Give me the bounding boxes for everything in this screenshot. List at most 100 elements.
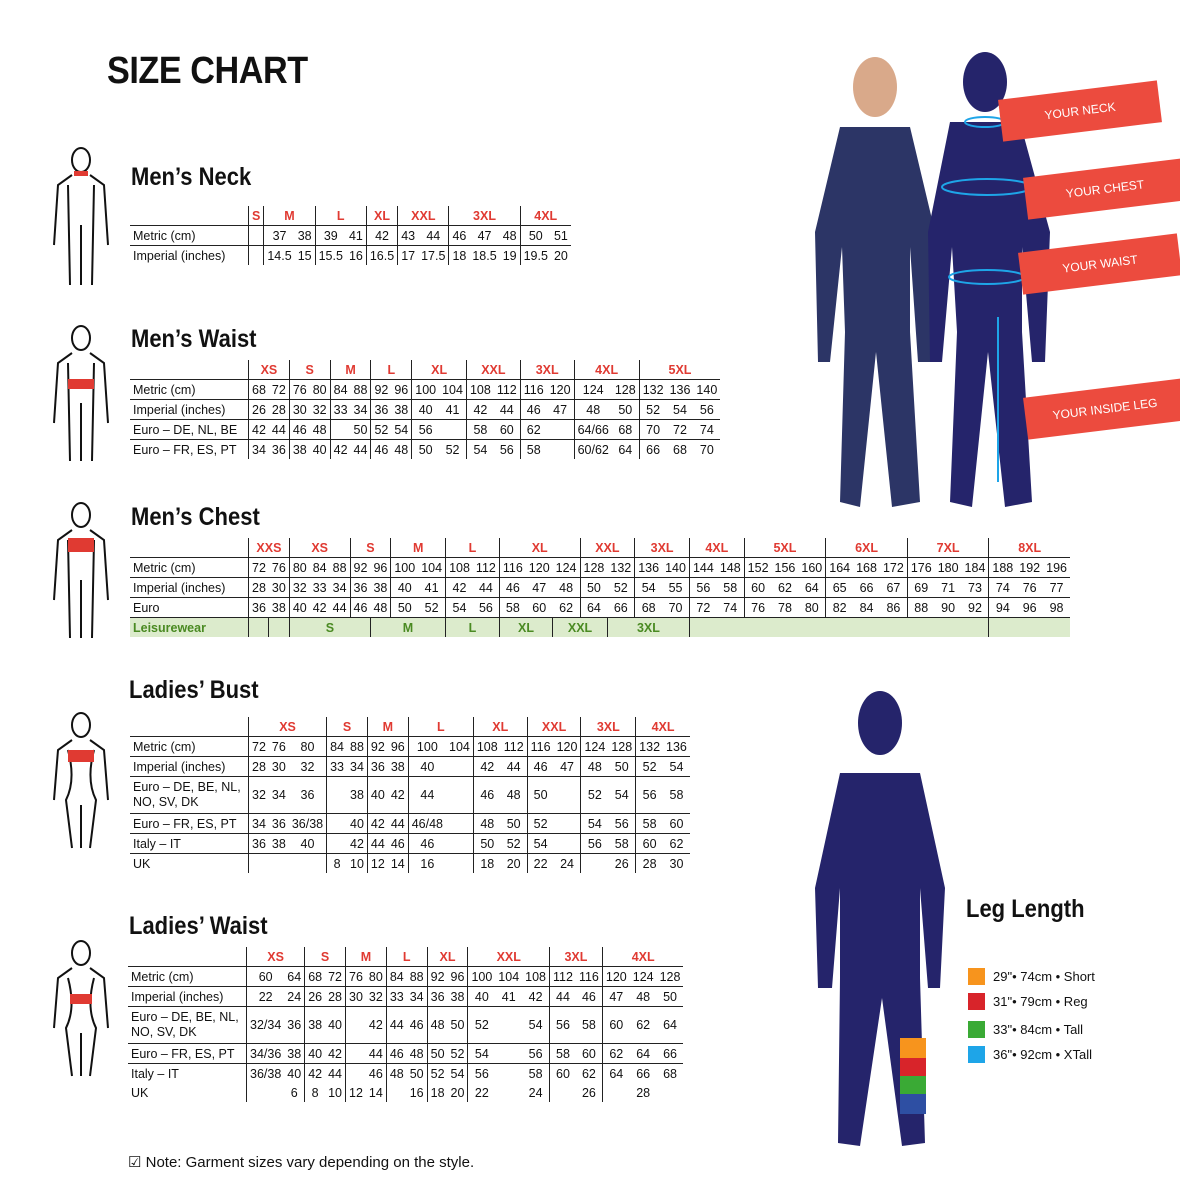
table-cell: 92 bbox=[349, 557, 371, 578]
table-cell: 40 bbox=[467, 986, 496, 1007]
header-spacer bbox=[130, 360, 249, 380]
table-cell: 64 bbox=[601, 1063, 630, 1083]
table-cell bbox=[268, 853, 289, 873]
size-header: 6XL bbox=[825, 538, 908, 558]
table-cell: 52 bbox=[580, 776, 609, 814]
table-cell: 48 bbox=[370, 597, 391, 618]
mens-waist-title: Men’s Waist bbox=[131, 325, 257, 353]
table-cell: 38 bbox=[370, 577, 391, 598]
table-cell: 16.5 bbox=[365, 245, 398, 265]
table-cell: 28 bbox=[636, 1085, 651, 1100]
table-cell bbox=[344, 1006, 366, 1044]
table-cell bbox=[495, 1083, 522, 1102]
leisurewear-row: Leisurewear S M L XL XXL 3XL bbox=[130, 617, 1070, 637]
table-cell: 58 bbox=[465, 419, 494, 440]
table-cell bbox=[495, 1063, 523, 1083]
note-text: Note: Garment sizes vary depending on th… bbox=[145, 1154, 475, 1171]
table-cell: 58 bbox=[522, 1063, 550, 1083]
table-row: Metric (cm) 68 72 76 80 84 88 92 96 100 104 108 112 1… bbox=[130, 379, 721, 400]
table-cell: 132 bbox=[607, 557, 635, 578]
table-cell: 46 bbox=[365, 1063, 387, 1083]
table-cell: 44 bbox=[366, 833, 388, 854]
row-label: UK bbox=[130, 853, 249, 873]
table-cell: 40 bbox=[309, 439, 331, 459]
table-cell: 46 bbox=[575, 986, 603, 1007]
row-label: Italy – IT bbox=[128, 1063, 247, 1083]
leisurewear-size: XL bbox=[498, 617, 553, 637]
table-cell: 60 bbox=[493, 419, 521, 440]
table-cell: 56 bbox=[693, 399, 721, 420]
table-cell: 26 bbox=[247, 399, 269, 420]
table-cell: 48 bbox=[391, 439, 412, 459]
table-cell: 71 bbox=[934, 577, 962, 598]
table-cell: 128 bbox=[579, 557, 608, 578]
table-cell: 66 bbox=[629, 1063, 657, 1083]
red-swatch-icon bbox=[968, 993, 985, 1010]
table-cell bbox=[446, 833, 474, 854]
table-cell: 88 bbox=[906, 597, 935, 618]
table-cell: 50 bbox=[426, 1043, 448, 1064]
table-cell: 96 bbox=[391, 379, 412, 400]
table-cell: 56 bbox=[493, 439, 521, 459]
table-cell: 42 bbox=[465, 399, 494, 420]
size-header: M bbox=[345, 947, 387, 967]
header-spacer bbox=[130, 538, 249, 558]
table-cell: 70 bbox=[638, 419, 667, 440]
size-header: 4XL bbox=[688, 538, 745, 558]
table-cell: 47 bbox=[525, 577, 553, 598]
table-row: Euro – FR, ES, PT 34 36 36/38 40 42 44 46/48 48 5… bbox=[130, 813, 690, 834]
table-cell: 120 bbox=[601, 966, 630, 987]
legend-label: 36"• 92cm • XTall bbox=[993, 1047, 1092, 1062]
table-cell: 36 bbox=[349, 577, 371, 598]
table-row: Imperial (inches) 22 24 26 28 30 32 33 34 36 38 40 4… bbox=[128, 986, 684, 1007]
size-header: 5XL bbox=[743, 538, 826, 558]
header-spacer bbox=[128, 947, 247, 967]
table-cell: 30 bbox=[268, 577, 290, 598]
table-cell: 36 bbox=[268, 813, 289, 834]
table-cell: 108 bbox=[522, 966, 550, 987]
table-cell: 92 bbox=[426, 966, 448, 987]
table-cell: 38 bbox=[268, 833, 289, 854]
size-header: XXS bbox=[248, 538, 290, 558]
table-cell: 44 bbox=[365, 1043, 387, 1064]
table-cell: 112 bbox=[493, 379, 521, 400]
table-cell bbox=[246, 1083, 285, 1102]
table-cell: 48 bbox=[406, 1043, 428, 1064]
table-cell: 44 bbox=[418, 225, 449, 246]
table-cell: 84 bbox=[309, 557, 330, 578]
table-cell: 108 bbox=[472, 736, 501, 757]
table-cell: 92 bbox=[366, 736, 388, 757]
table-cell: 15.5 bbox=[314, 245, 346, 265]
table-cell: 80 bbox=[798, 597, 826, 618]
table-cell: 50 bbox=[406, 1063, 428, 1083]
table-cell: 47 bbox=[546, 399, 575, 420]
table-cell: 41 bbox=[345, 225, 367, 246]
table-cell: 46 bbox=[448, 225, 470, 246]
size-header: 3XL bbox=[448, 206, 521, 226]
table-row: Italy – IT 36/38 40 42 44 46 48 50 52 54 56 58 60 62 6… bbox=[128, 1063, 684, 1083]
table-cell: 55 bbox=[662, 577, 690, 598]
mens-neck-title: Men’s Neck bbox=[131, 163, 252, 191]
table-cell: 42 bbox=[247, 419, 269, 440]
row-label: Euro – FR, ES, PT bbox=[128, 1043, 247, 1064]
legend-label: 33"• 84cm • Tall bbox=[993, 1022, 1084, 1037]
table-cell: 184 bbox=[961, 557, 989, 578]
table-cell: 66 bbox=[638, 439, 667, 459]
table-cell: 50 bbox=[611, 399, 640, 420]
table-cell: 54 bbox=[391, 419, 412, 440]
table-cell: 68 bbox=[666, 439, 694, 459]
table-cell: 20 bbox=[500, 853, 528, 873]
table-row: Metric (cm) 72 76 80 84 88 92 96 100 104 108 112 116… bbox=[130, 557, 1070, 578]
table-cell: 40 bbox=[284, 1063, 305, 1083]
table-cell: 40 bbox=[366, 776, 388, 814]
table-cell bbox=[546, 439, 575, 459]
table-cell: 38 bbox=[294, 225, 316, 246]
table-cell: 76 bbox=[1016, 577, 1044, 598]
table-cell: 188 bbox=[988, 557, 1017, 578]
size-header: L bbox=[445, 538, 500, 558]
table-cell: 24 bbox=[528, 1085, 543, 1100]
table-cell: 46 bbox=[349, 597, 371, 618]
table-cell: 10 bbox=[328, 1085, 342, 1100]
size-header: 3XL bbox=[580, 717, 636, 737]
table-cell: 42 bbox=[304, 1063, 326, 1083]
